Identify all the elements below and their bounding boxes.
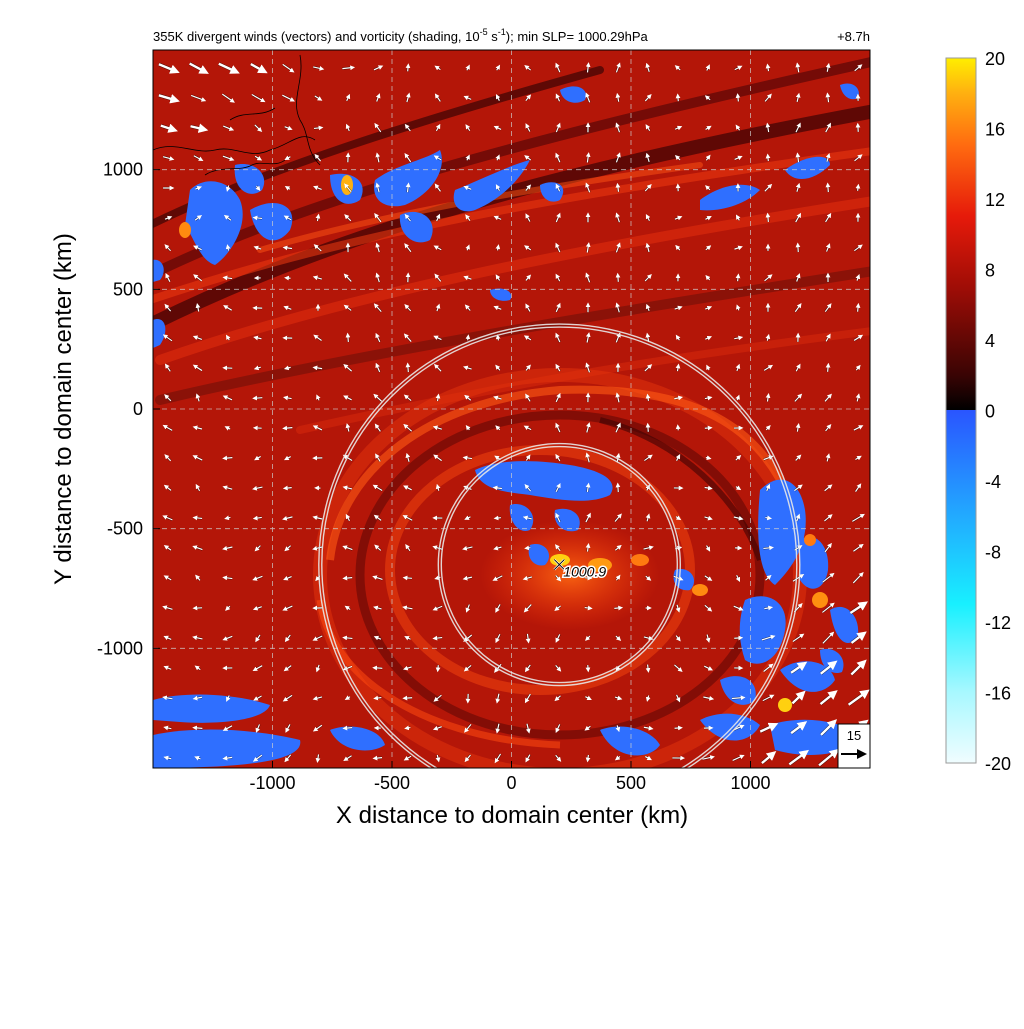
colorbar-tick-label: 12 (985, 190, 1005, 210)
wind-vector (194, 728, 203, 729)
time-label: +8.7h (837, 29, 870, 44)
wind-vector (588, 755, 589, 761)
wind-vector (498, 336, 499, 341)
x-tick-label: 0 (506, 773, 516, 793)
colorbar-tick-label: -12 (985, 613, 1011, 633)
wind-vector (495, 518, 501, 519)
wind-vector (828, 364, 829, 372)
wind-vector (348, 334, 349, 342)
wind-vector (738, 95, 739, 102)
wind-vector (468, 336, 469, 341)
wind-vector (406, 728, 411, 729)
colorbar-tick-label: 0 (985, 402, 995, 422)
y-tick-label: 500 (113, 279, 143, 299)
wind-vector (254, 398, 263, 399)
x-tick-label: -1000 (249, 773, 295, 793)
wind-vector (408, 65, 409, 72)
colorbar-tick-label: 16 (985, 120, 1005, 140)
wind-vector (675, 728, 682, 729)
wind-vector (404, 578, 412, 579)
colorbar-tick-label: -4 (985, 472, 1001, 492)
colorbar-tick-label: 4 (985, 331, 995, 351)
wind-vector (768, 214, 769, 222)
x-tick-label: 500 (616, 773, 646, 793)
wind-vector (705, 428, 711, 429)
reference-vector-label: 15 (847, 728, 861, 743)
colorbar-tick-label: -20 (985, 754, 1011, 774)
x-tick-label: 1000 (730, 773, 770, 793)
wind-vector (614, 608, 621, 609)
wind-vector (284, 488, 291, 489)
wind-vector (828, 184, 829, 192)
colorbar-tick-label: 20 (985, 49, 1005, 69)
y-tick-label: -1000 (97, 638, 143, 658)
chart-title: 355K divergent winds (vectors) and vorti… (153, 27, 649, 44)
wind-vector (498, 246, 499, 251)
y-tick-label: 1000 (103, 160, 143, 180)
wind-vector (648, 665, 649, 672)
wind-vector (738, 275, 739, 281)
wind-vector (618, 274, 619, 282)
y-tick-label: -500 (107, 519, 143, 539)
wind-vector (344, 728, 352, 729)
x-tick-label: -500 (374, 773, 410, 793)
colorbar-tick-label: -16 (985, 684, 1011, 704)
wind-vector (526, 548, 531, 549)
vorticity-field (140, 50, 880, 805)
y-axis-label: Y distance to domain center (km) (50, 233, 77, 585)
colorbar: 20 16 12 8 4 0 -4 -8 -12 -16 -20 (946, 49, 1011, 774)
wind-vector (618, 484, 619, 492)
wind-vector (344, 578, 352, 579)
colorbar-tick-label: 8 (985, 261, 995, 281)
wind-vector (678, 95, 679, 101)
y-tick-label: 0 (133, 399, 143, 419)
wind-vector (374, 758, 382, 759)
wind-vector (284, 428, 293, 429)
wind-vector (858, 304, 859, 311)
wind-vector (408, 364, 409, 372)
y-axis: 1000 500 0 -500 -1000 (97, 160, 160, 659)
reference-vector-box: 15 (838, 724, 870, 768)
wind-vector (438, 665, 439, 671)
wind-vector (768, 155, 769, 161)
center-pressure-label: 1000.9 (563, 564, 606, 580)
wind-vector (798, 244, 799, 252)
wind-vector (648, 424, 649, 432)
wind-vector (224, 458, 233, 459)
colorbar-ticks: 20 16 12 8 4 0 -4 -8 -12 -16 -20 (985, 49, 1011, 774)
wind-vector (858, 185, 859, 191)
x-axis-label: X distance to domain center (km) (336, 802, 688, 829)
colorbar-tick-label: -8 (985, 543, 1001, 563)
wind-vector (374, 668, 383, 669)
